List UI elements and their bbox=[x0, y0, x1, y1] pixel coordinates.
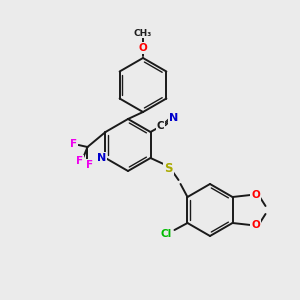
Text: S: S bbox=[164, 161, 173, 175]
Text: N: N bbox=[169, 113, 178, 123]
Text: CH₃: CH₃ bbox=[134, 28, 152, 38]
Text: Cl: Cl bbox=[161, 229, 172, 239]
Text: O: O bbox=[251, 220, 260, 230]
Text: O: O bbox=[251, 190, 260, 200]
Text: F: F bbox=[76, 156, 83, 166]
Text: F: F bbox=[86, 160, 93, 170]
Text: F: F bbox=[70, 139, 77, 149]
Text: O: O bbox=[139, 43, 147, 53]
Text: N: N bbox=[97, 153, 106, 163]
Text: C: C bbox=[157, 121, 164, 131]
